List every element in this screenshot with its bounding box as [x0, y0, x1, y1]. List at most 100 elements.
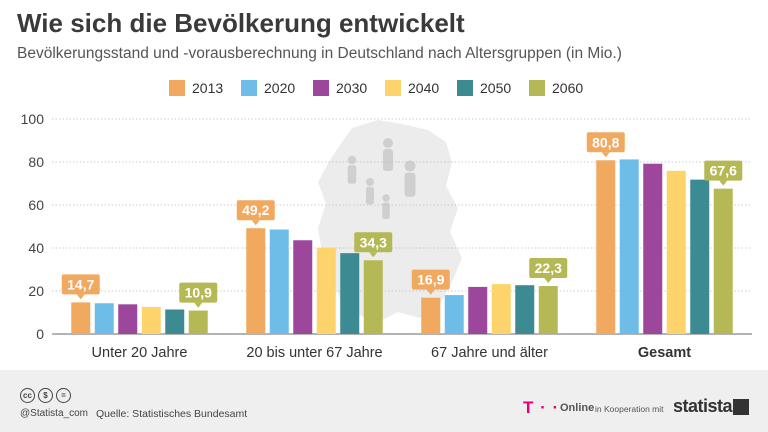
bar-2030 [293, 240, 313, 334]
data-label: 22,3 [529, 258, 568, 284]
data-label-box [586, 132, 625, 153]
bar-2050 [165, 309, 185, 334]
noderivatives-icon: = [56, 388, 71, 403]
chart-subtitle: Bevölkerungsstand und -vorausberechnung … [17, 45, 622, 62]
person-icon [382, 194, 390, 219]
bar-2013 [596, 160, 616, 334]
data-label-pointer [194, 302, 203, 308]
legend-label: 2030 [336, 80, 367, 96]
y-tick-label: 80 [28, 154, 44, 170]
bar-2020 [94, 303, 114, 334]
bar-2050 [690, 179, 710, 334]
x-category-label: Unter 20 Jahre [92, 345, 188, 361]
data-label: 34,3 [354, 232, 393, 258]
footer: cc $ = @Statista_com Quelle: Statistisch… [0, 370, 768, 432]
x-category-label: 20 bis unter 67 Jahre [246, 345, 382, 361]
person-icon [347, 155, 357, 184]
legend-label: 2050 [480, 80, 511, 96]
x-category-label: Gesamt [638, 345, 691, 361]
legend-item-2060: 2060 [529, 80, 583, 96]
bar-2040 [666, 170, 686, 334]
legend-item-2050: 2050 [457, 80, 511, 96]
data-label-text: 34,3 [360, 234, 387, 250]
legend-label: 2013 [192, 80, 223, 96]
y-tick-label: 20 [28, 283, 44, 299]
y-tick-label: 60 [28, 197, 44, 213]
legend-label: 2060 [552, 80, 583, 96]
data-label: 14,7 [61, 274, 100, 300]
statista-logo[interactable]: statista [673, 396, 733, 416]
data-label-box [529, 258, 568, 279]
legend-swatch [313, 80, 329, 96]
person-icon [366, 178, 374, 205]
bar-2013 [421, 297, 441, 334]
legend-item-2013: 2013 [169, 80, 223, 96]
bar-2013 [71, 302, 91, 334]
bar-2013 [246, 228, 266, 334]
bar-2030 [118, 304, 138, 334]
bar-2040 [316, 247, 336, 334]
legend-swatch [529, 80, 545, 96]
data-label-pointer [719, 180, 728, 186]
bar-2060 [713, 188, 733, 334]
data-label-pointer [369, 252, 378, 258]
data-label-pointer [426, 289, 435, 295]
data-label-box [704, 160, 743, 181]
data-label-text: 16,9 [417, 272, 444, 288]
data-label-pointer [601, 152, 610, 158]
bar-2030 [643, 163, 663, 334]
data-label: 49,2 [236, 200, 275, 226]
x-category-label: 67 Jahre und älter [431, 345, 548, 361]
legend-item-2020: 2020 [241, 80, 295, 96]
person-icon [404, 160, 416, 197]
bar-2050 [515, 285, 535, 334]
statista-handle[interactable]: @Statista_com [20, 408, 88, 419]
chart-title: Wie sich die Bevölkerung entwickelt [17, 8, 465, 38]
data-label: 80,8 [586, 132, 625, 158]
legend-label: 2020 [264, 80, 295, 96]
data-label-text: 80,8 [592, 134, 619, 150]
legend-item-2040: 2040 [385, 80, 439, 96]
data-label-text: 14,7 [67, 276, 94, 292]
legend-swatch [457, 80, 473, 96]
license-icons: cc $ = [20, 388, 71, 403]
data-label-box [179, 282, 218, 303]
bar-2040 [141, 306, 161, 334]
people-icons [347, 138, 416, 219]
bar-2020 [619, 159, 639, 334]
person-icon [383, 138, 393, 171]
data-label-box [61, 274, 100, 295]
bar-2030 [468, 286, 488, 334]
data-label-pointer [251, 220, 260, 226]
data-label-pointer [544, 278, 553, 284]
bar-2050 [340, 253, 360, 334]
data-label-text: 10,9 [185, 285, 212, 301]
data-label-text: 67,6 [710, 163, 737, 179]
legend-swatch [241, 80, 257, 96]
t-online-text: Online [560, 402, 595, 414]
y-tick-label: 0 [36, 326, 44, 342]
source-text: Quelle: Statistisches Bundesamt [96, 408, 248, 420]
bar-2060 [188, 310, 208, 334]
data-label-text: 49,2 [242, 202, 269, 218]
y-tick-label: 40 [28, 240, 44, 256]
data-label-box [236, 200, 275, 221]
bar-2020 [444, 295, 464, 334]
legend-label: 2040 [408, 80, 439, 96]
legend-swatch [385, 80, 401, 96]
data-label-box [411, 269, 450, 290]
statista-logo-icon [733, 399, 749, 415]
cooperation-text: in Kooperation mit [595, 404, 664, 414]
data-label: 10,9 [179, 282, 218, 308]
y-tick-label: 100 [21, 111, 45, 127]
legend-swatch [169, 80, 185, 96]
legend-item-2030: 2030 [313, 80, 367, 96]
bar-2020 [269, 229, 289, 334]
cc-icon: cc [20, 388, 35, 403]
data-label-box [354, 232, 393, 253]
telekom-logo: T · · [523, 398, 560, 417]
bar-2060 [538, 286, 558, 334]
data-label: 67,6 [704, 160, 743, 186]
data-label: 16,9 [411, 269, 450, 295]
